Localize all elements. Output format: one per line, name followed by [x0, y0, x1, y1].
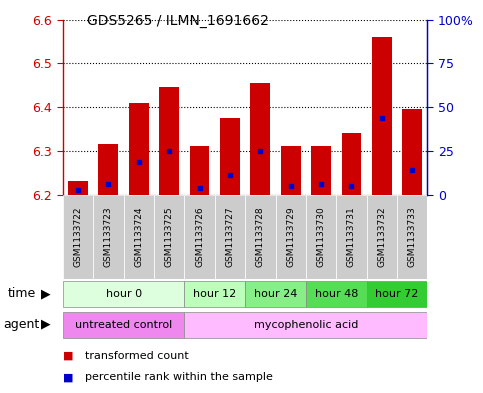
Text: GSM1133733: GSM1133733 — [408, 206, 417, 267]
Text: GSM1133729: GSM1133729 — [286, 206, 295, 267]
Bar — [281, 147, 300, 195]
Bar — [275, 195, 306, 279]
Text: ■: ■ — [63, 351, 73, 361]
Bar — [124, 195, 154, 279]
Text: agent: agent — [3, 318, 40, 331]
Text: mycophenolic acid: mycophenolic acid — [254, 320, 358, 330]
Text: hour 48: hour 48 — [314, 289, 358, 299]
Bar — [185, 312, 427, 338]
Bar — [336, 195, 367, 279]
Text: GSM1133728: GSM1133728 — [256, 206, 265, 267]
Bar — [367, 195, 397, 279]
Text: GDS5265 / ILMN_1691662: GDS5265 / ILMN_1691662 — [87, 14, 269, 28]
Text: GSM1133726: GSM1133726 — [195, 206, 204, 267]
Bar — [185, 281, 245, 307]
Bar — [341, 133, 361, 195]
Text: hour 72: hour 72 — [375, 289, 419, 299]
Bar — [190, 147, 210, 195]
Bar — [63, 312, 185, 338]
Text: GSM1133724: GSM1133724 — [134, 207, 143, 267]
Text: GSM1133722: GSM1133722 — [73, 207, 83, 267]
Text: ■: ■ — [63, 372, 73, 382]
Text: GSM1133732: GSM1133732 — [377, 206, 386, 267]
Text: GSM1133730: GSM1133730 — [316, 206, 326, 267]
Bar — [63, 281, 185, 307]
Text: hour 12: hour 12 — [193, 289, 236, 299]
Bar — [306, 195, 336, 279]
Text: GSM1133725: GSM1133725 — [165, 206, 174, 267]
Bar — [402, 109, 422, 195]
Bar — [68, 182, 88, 195]
Text: GSM1133731: GSM1133731 — [347, 206, 356, 267]
Text: hour 0: hour 0 — [105, 289, 142, 299]
Bar — [129, 103, 149, 195]
Bar — [185, 195, 215, 279]
Bar — [367, 281, 427, 307]
Bar — [154, 195, 185, 279]
Text: ▶: ▶ — [41, 287, 51, 301]
Bar — [311, 147, 331, 195]
Text: GSM1133727: GSM1133727 — [226, 206, 234, 267]
Bar — [220, 118, 240, 195]
Bar — [251, 83, 270, 195]
Bar — [397, 195, 427, 279]
Text: hour 24: hour 24 — [254, 289, 297, 299]
Bar — [245, 281, 306, 307]
Text: time: time — [7, 287, 35, 301]
Text: GSM1133723: GSM1133723 — [104, 206, 113, 267]
Bar — [245, 195, 275, 279]
Bar — [215, 195, 245, 279]
Bar — [99, 144, 118, 195]
Bar — [372, 37, 392, 195]
Bar — [306, 281, 367, 307]
Bar — [159, 87, 179, 195]
Text: ▶: ▶ — [41, 318, 51, 331]
Text: untreated control: untreated control — [75, 320, 172, 330]
Text: percentile rank within the sample: percentile rank within the sample — [85, 372, 272, 382]
Bar — [63, 195, 93, 279]
Text: transformed count: transformed count — [85, 351, 188, 361]
Bar — [93, 195, 124, 279]
